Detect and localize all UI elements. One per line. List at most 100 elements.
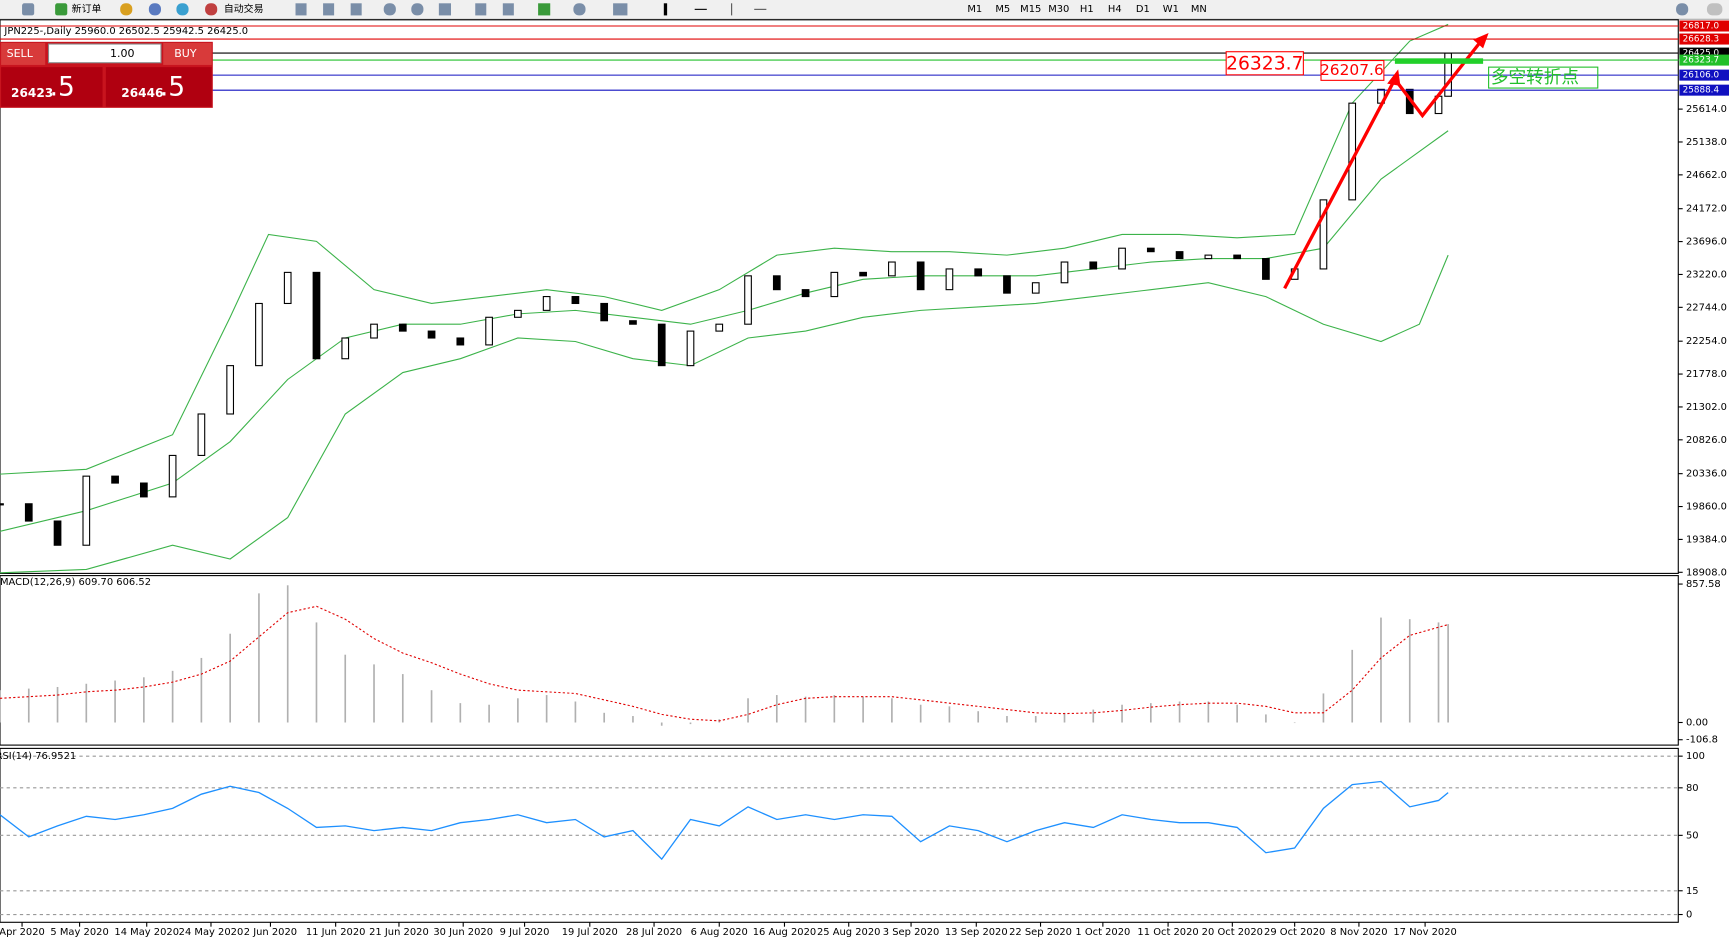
annotation-box <box>1225 51 1304 76</box>
price-label: 26425.0 <box>1683 49 1720 59</box>
y-tick-label: 25614.0 <box>1686 104 1727 115</box>
candle <box>1175 251 1184 260</box>
lot-value[interactable]: 1.00 <box>110 47 135 60</box>
y-tick-label: 23220.0 <box>1686 269 1727 280</box>
buy-price: 26446 <box>121 86 163 100</box>
macd-bar <box>459 703 462 723</box>
candle <box>1262 258 1270 280</box>
macd-bar <box>1437 622 1440 723</box>
x-tick-label: 6 Aug 2020 <box>691 927 748 938</box>
macd-bar <box>27 688 30 723</box>
candle <box>226 365 235 415</box>
buy-price-box[interactable] <box>105 67 212 107</box>
candle <box>1089 261 1098 270</box>
sell-button[interactable] <box>1 42 46 65</box>
macd-bar <box>143 677 145 723</box>
candle <box>1118 247 1126 270</box>
y-tick-label: 19384.0 <box>1686 534 1727 545</box>
macd-bar <box>833 695 836 723</box>
macd-signal <box>0 605 1449 722</box>
y-tick-label: 25138.0 <box>1686 137 1727 148</box>
y-tick-label: 20826.0 <box>1686 435 1727 446</box>
candle <box>600 302 609 322</box>
macd-bar <box>1408 619 1411 723</box>
timeframe-button[interactable]: H1 <box>1080 4 1094 15</box>
macd-bar <box>200 657 203 723</box>
annotation-box <box>1320 59 1385 81</box>
y-tick-label: 857.58 <box>1686 579 1721 590</box>
x-tick-label: 2 Jun 2020 <box>244 927 297 938</box>
candle <box>1319 199 1328 270</box>
buy-button[interactable] <box>163 42 212 65</box>
macd-bar <box>1149 703 1152 723</box>
candle <box>197 413 206 456</box>
timeframe-button[interactable]: M5 <box>995 4 1010 15</box>
timeframe-button[interactable]: M15 <box>1020 4 1041 15</box>
macd-bar <box>1322 693 1325 723</box>
x-tick-label: 17 Nov 2020 <box>1393 927 1457 938</box>
candle <box>1003 275 1011 294</box>
sell-label[interactable]: SELL <box>7 47 34 60</box>
timeframe-button[interactable]: M1 <box>967 4 982 15</box>
candle <box>744 275 752 325</box>
candle <box>1348 102 1357 201</box>
candle <box>1031 282 1040 294</box>
y-tick-label: 50 <box>1686 830 1699 841</box>
main-pane <box>0 19 1679 574</box>
x-tick-label: 3 Sep 2020 <box>883 927 940 938</box>
x-tick-label: 24 May 2020 <box>179 927 244 938</box>
timeframe-button[interactable]: W1 <box>1163 4 1179 15</box>
y-tick-label: 0.00 <box>1686 718 1708 729</box>
x-tick-label: Apr 2020 <box>0 927 45 938</box>
macd-bar <box>344 654 347 723</box>
toolbar-new-order[interactable]: 新订单 <box>72 2 102 15</box>
x-tick-label: 5 May 2020 <box>50 927 108 938</box>
sell-price: 26423 <box>11 86 53 100</box>
macd-bar <box>1006 716 1008 723</box>
candle <box>312 271 321 360</box>
pane-title: JPN225-,Daily 25960.0 26502.5 25942.5 26… <box>3 26 248 37</box>
candle <box>542 296 551 311</box>
timeframe-button[interactable]: H4 <box>1108 4 1122 15</box>
macd-bar <box>891 698 893 723</box>
candle <box>514 309 522 318</box>
y-tick-label: 19860.0 <box>1686 502 1727 513</box>
candle <box>0 503 4 506</box>
x-tick-label: 19 Jul 2020 <box>562 927 618 938</box>
timeframe-button[interactable]: M30 <box>1048 4 1069 15</box>
y-tick-label: 22254.0 <box>1686 336 1727 347</box>
y-tick-label: 22744.0 <box>1686 302 1727 313</box>
macd-bar <box>114 680 116 723</box>
annotation: 26207.6 <box>1320 61 1384 79</box>
price-label: 26106.0 <box>1683 71 1720 81</box>
price-label: 26628.3 <box>1683 35 1719 45</box>
price-label-box <box>1679 20 1729 32</box>
y-tick-label: 21778.0 <box>1686 369 1727 380</box>
macd-bar <box>660 722 663 726</box>
timeframe-button[interactable]: D1 <box>1136 4 1150 15</box>
candle <box>772 275 781 291</box>
y-tick-label: 24662.0 <box>1686 170 1727 181</box>
macd-bar <box>1447 624 1449 723</box>
sell-price-box[interactable] <box>1 67 103 107</box>
macd-pane <box>0 575 1679 746</box>
candle <box>82 475 91 546</box>
price-label-box <box>1679 69 1729 81</box>
price-label-box <box>1679 54 1729 66</box>
x-tick-label: 11 Jun 2020 <box>306 927 366 938</box>
lot-field[interactable] <box>47 43 162 64</box>
macd-bar <box>401 674 404 723</box>
macd-bar <box>632 716 634 723</box>
candle <box>916 261 925 291</box>
bollinger-band <box>0 254 1449 574</box>
toolbar-auto-trading[interactable]: 自动交易 <box>224 2 264 15</box>
x-tick-label: 13 Sep 2020 <box>945 927 1008 938</box>
macd-bar <box>229 633 231 723</box>
buy-label[interactable]: BUY <box>174 47 197 60</box>
candle <box>1146 247 1155 253</box>
macd-bar <box>286 585 289 723</box>
timeframe-button[interactable]: MN <box>1191 4 1207 15</box>
macd-bar <box>1034 716 1037 723</box>
